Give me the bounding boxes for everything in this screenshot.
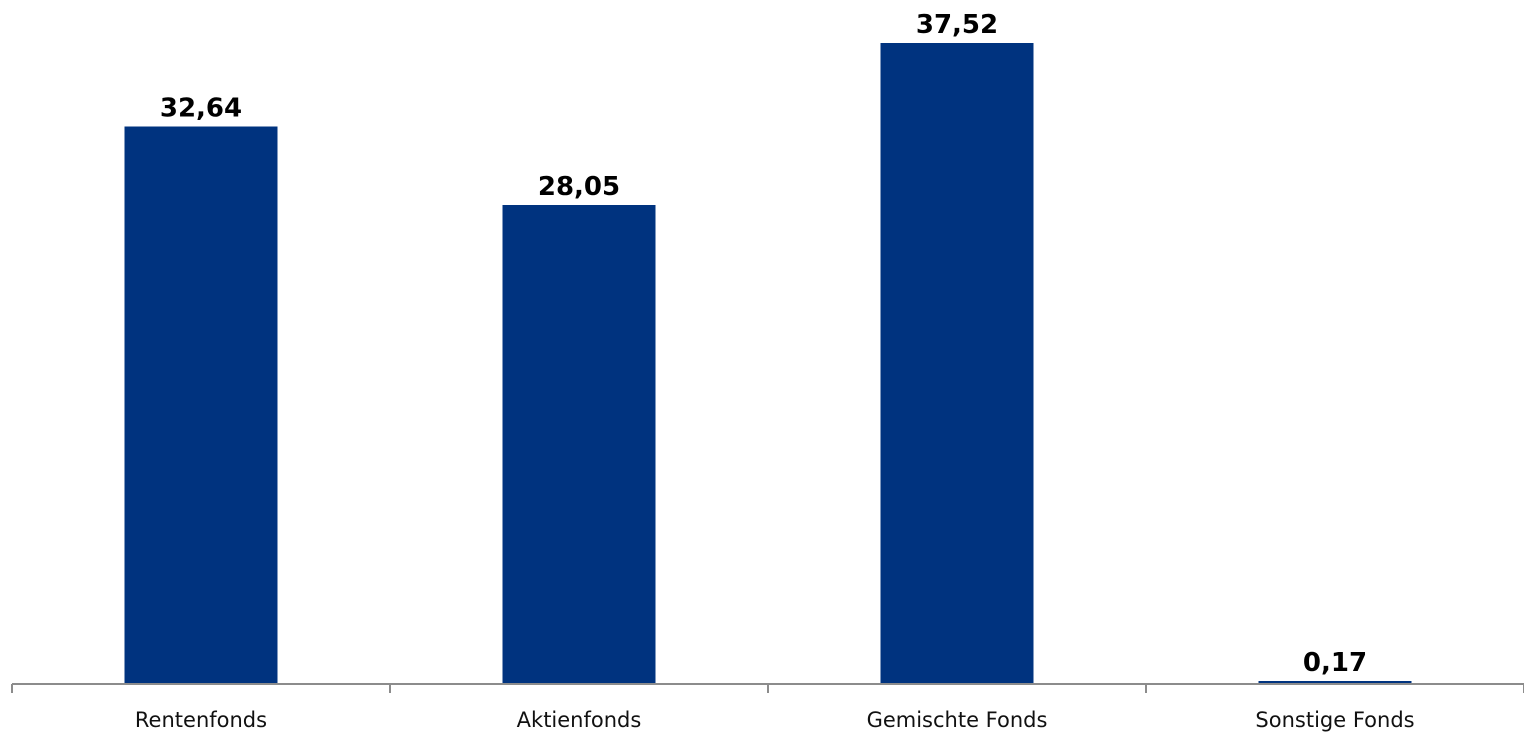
bar-value-label: 32,64 — [160, 93, 242, 123]
bar-value-label: 37,52 — [916, 10, 998, 40]
bar — [1258, 681, 1412, 684]
category-label: Gemischte Fonds — [867, 708, 1048, 732]
bar — [880, 43, 1034, 684]
category-labels-group: Rentenfonds Aktienfonds Gemischte Fonds Son… — [135, 708, 1415, 732]
bar-value-label: 0,17 — [1303, 648, 1367, 678]
bar — [502, 204, 656, 684]
bar — [124, 126, 278, 685]
value-labels-group: 32,64 28,05 37,52 0,17 — [160, 10, 1367, 678]
category-label: Rentenfonds — [135, 708, 267, 732]
category-label: Sonstige Fonds — [1255, 708, 1414, 732]
bars-group — [124, 43, 1412, 685]
category-label: Aktienfonds — [517, 708, 642, 732]
bar-value-label: 28,05 — [538, 172, 620, 202]
x-axis-ticks — [11, 684, 1524, 693]
